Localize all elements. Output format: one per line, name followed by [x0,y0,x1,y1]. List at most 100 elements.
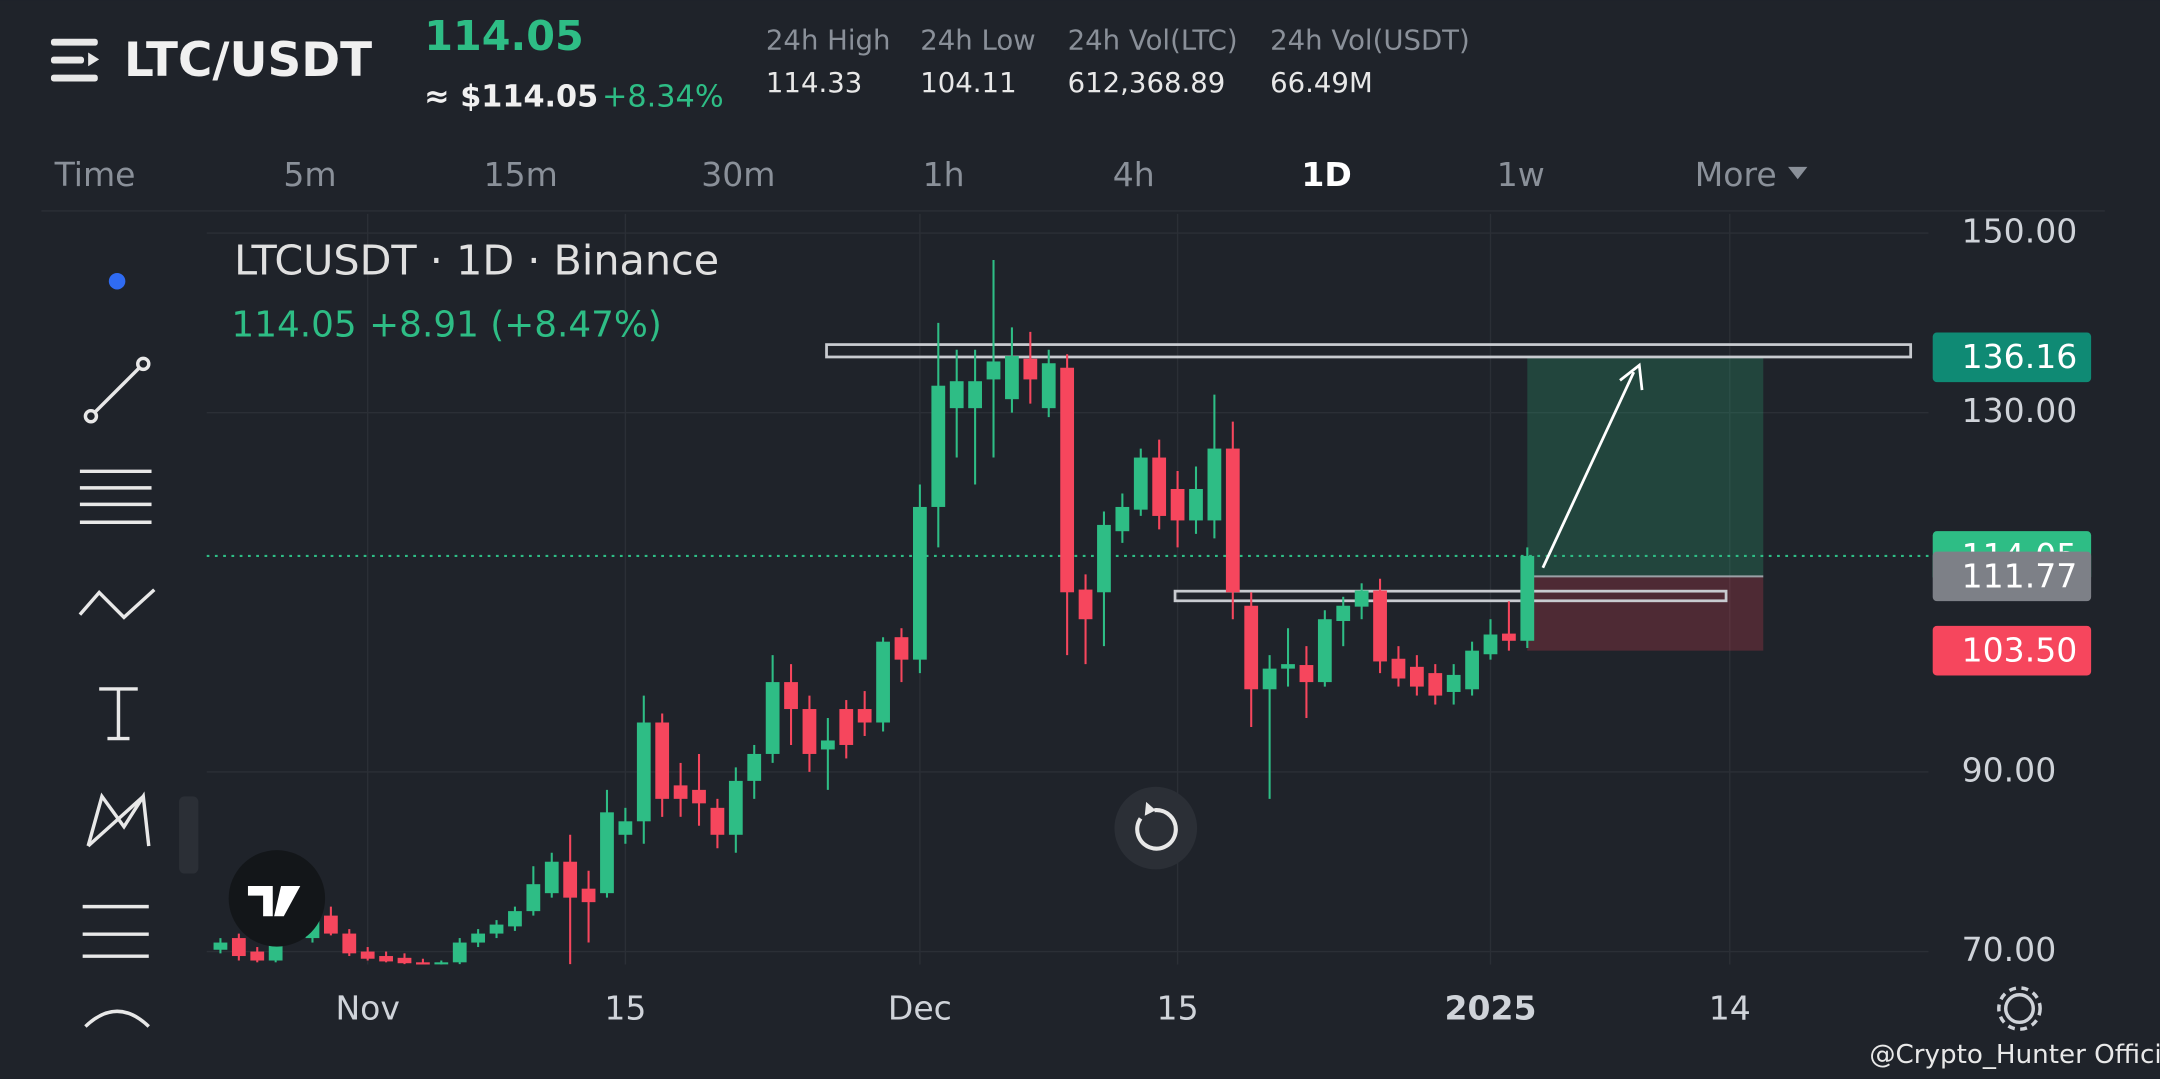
candle-body [563,861,578,898]
candle-body [1262,668,1277,690]
candle-body [600,812,614,894]
candle-body [1005,356,1019,400]
dropdown-caret [1788,166,1808,180]
candle-body [876,641,890,723]
reset-button[interactable] [1114,786,1198,870]
settings-icon[interactable] [1997,986,2042,1031]
x-tick-label: 14 [1709,988,1751,1027]
tool-forecast[interactable] [82,904,149,958]
candle-body [618,821,633,835]
candle-body [434,962,449,965]
candle-body [1078,589,1093,620]
candle-body [913,506,927,660]
candle-body [544,861,559,894]
candle-body [213,942,228,950]
price-tag-label: 111.77 [1962,556,2078,595]
candle-body [710,807,725,835]
candle-body [968,381,982,409]
price-tag [1932,551,2092,602]
candle-body [894,637,909,660]
timeframe-tab[interactable]: Time [54,155,136,194]
candle-body [1520,555,1535,641]
stat-label: 24h Vol(USDT) [1270,25,1470,57]
candle-body [1189,488,1203,521]
price-tag-label: 136.16 [1962,337,2078,376]
candle-body [1465,650,1479,690]
stat-value: 612,368.89 [1068,67,1226,99]
change: +8.34% [602,79,724,114]
candle-body [1023,358,1038,380]
tradingview-logo [228,850,326,947]
stat-label: 24h Vol(LTC) [1068,25,1238,57]
y-tick-label: 150.00 [1962,212,2078,251]
candle-body [655,722,670,799]
candle-body [360,951,375,959]
timeframe-tab[interactable]: 15m [484,155,558,194]
resistance-zone [825,343,1913,359]
x-tick-label: Dec [888,988,952,1027]
toolbar-toggle[interactable] [179,796,199,874]
forecast-arrow [1541,371,1636,569]
timeframe-tab[interactable]: 4h [1113,155,1155,194]
price-tag [1932,625,2092,676]
candle-body [397,957,412,964]
candle-body [1299,665,1314,683]
candle-body [379,956,393,962]
candle-body [416,962,430,965]
candle-body [250,951,265,961]
chart-title: LTCUSDT · 1D · Binance [234,236,719,284]
candle-body [692,789,706,804]
candle-body [1041,363,1056,409]
timeframe-tab[interactable]: 5m [283,155,336,194]
watermark: @Crypto_Hunter Offici... [1869,1040,2160,1070]
timeframe-tab[interactable]: More [1695,155,1777,194]
plot-area [206,213,1929,965]
usd-price: ≈ $114.05 [424,79,598,114]
candle-body [1336,605,1351,622]
candle-body [526,884,541,912]
candle-body [1152,457,1167,516]
candle-body [323,915,338,934]
price-tag [1932,332,2092,383]
stat-value: 114.33 [766,67,862,99]
tool-text[interactable] [99,687,138,741]
candle-body [1373,590,1387,662]
tool-pattern[interactable] [86,791,151,848]
candle-body [1115,506,1130,532]
stat-value: 66.49M [1270,67,1373,99]
candle-body [1428,673,1443,696]
tool-favorite[interactable] [84,1009,150,1028]
price-tag-label: 103.50 [1962,631,2078,670]
drawing-toolbar [78,272,156,1028]
candle-body [636,722,651,822]
timeframe-tab[interactable]: 1D [1301,155,1351,194]
stat-label: 24h High [766,25,891,57]
timeframe-tab[interactable]: 30m [701,155,775,194]
candle-body [949,381,964,409]
timeframe-tab[interactable]: 1h [923,155,965,194]
candle-body [765,682,780,754]
menu-icon[interactable] [50,38,100,82]
candle-body [1097,524,1111,593]
tool-line[interactable] [83,356,151,424]
x-tick-label: Nov [335,988,400,1027]
candle-body [857,709,872,723]
candle-body [1060,367,1075,593]
candle-body [1244,605,1259,690]
candle-body [1502,633,1516,641]
candle-body [673,785,688,799]
price: 114.05 [424,12,583,60]
timeframe-tab[interactable]: 1w [1497,155,1545,194]
stat-label: 24h Low [920,25,1036,57]
tool-path[interactable] [78,588,156,620]
candle-body [231,938,246,957]
candle-body [1354,590,1369,607]
tool-fib[interactable] [79,469,152,525]
target-zone [1527,357,1764,577]
support-zone [1173,589,1728,603]
candle-body [489,924,504,934]
last-price: 114.05 [231,305,356,346]
candle-body [820,740,835,750]
